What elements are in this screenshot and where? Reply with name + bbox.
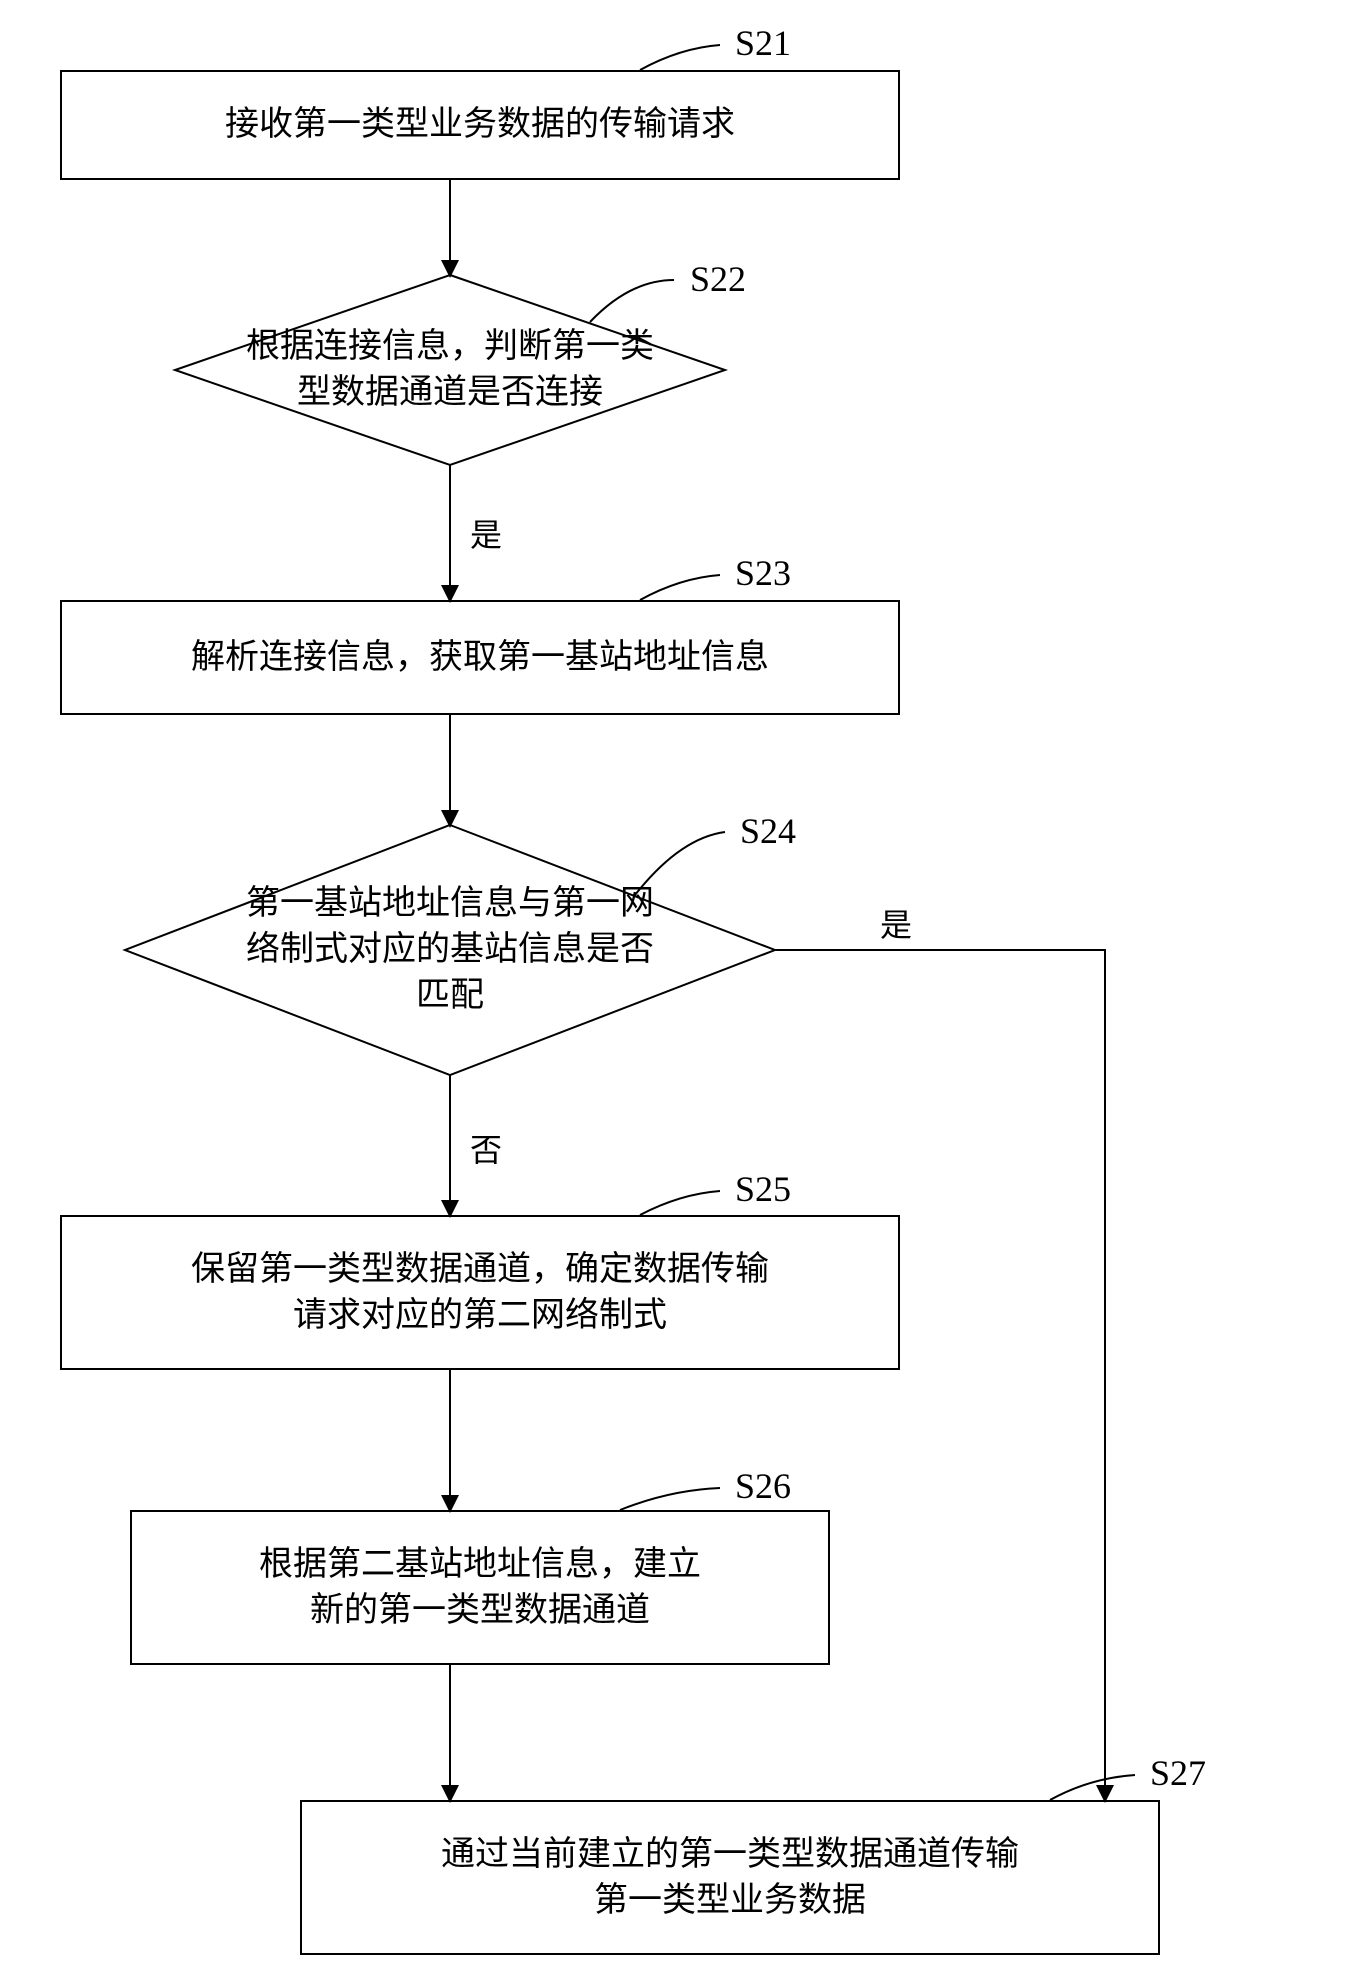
edge-s24-s27-yes [775, 950, 1105, 1800]
node-s26: 根据第二基站地址信息，建立 新的第一类型数据通道 [130, 1510, 830, 1665]
label-s21: S21 [735, 22, 791, 64]
leader-s25 [640, 1191, 720, 1215]
node-text: 解析连接信息，获取第一基站地址信息 [191, 635, 769, 681]
node-text-line1: 通过当前建立的第一类型数据通道传输 [441, 1836, 1019, 1873]
node-text-line1: 保留第一类型数据通道，确定数据传输 [191, 1251, 769, 1288]
leader-s26 [620, 1488, 720, 1510]
node-s23: 解析连接信息，获取第一基站地址信息 [60, 600, 900, 715]
node-text-line1: 根据第二基站地址信息，建立 [259, 1546, 701, 1583]
node-s27: 通过当前建立的第一类型数据通道传输 第一类型业务数据 [300, 1800, 1160, 1955]
flowchart-canvas: 接收第一类型业务数据的传输请求 S21 根据连接信息，判断第一类 型数据通道是否… [0, 0, 1360, 1976]
edge-label-s22-yes: 是 [470, 510, 502, 556]
node-s21: 接收第一类型业务数据的传输请求 [60, 70, 900, 180]
node-text: 接收第一类型业务数据的传输请求 [225, 102, 735, 148]
node-text-line2: 络制式对应的基站信息是否 [246, 931, 654, 968]
node-s22: 根据连接信息，判断第一类 型数据通道是否连接 [175, 275, 725, 465]
edge-label-s24-no: 否 [470, 1125, 502, 1171]
label-s24: S24 [740, 810, 796, 852]
node-text-line3: 匹配 [416, 977, 484, 1014]
label-s27: S27 [1150, 1752, 1206, 1794]
label-s25: S25 [735, 1168, 791, 1210]
label-s23: S23 [735, 552, 791, 594]
leader-s21 [640, 45, 720, 70]
node-text-line2: 型数据通道是否连接 [297, 374, 603, 411]
edge-label-s24-yes: 是 [880, 900, 912, 946]
node-text-line2: 新的第一类型数据通道 [310, 1592, 650, 1629]
node-text-line1: 第一基站地址信息与第一网 [246, 885, 654, 922]
node-s24: 第一基站地址信息与第一网 络制式对应的基站信息是否 匹配 [125, 825, 775, 1075]
node-text-line1: 根据连接信息，判断第一类 [246, 328, 654, 365]
leader-s27 [1050, 1775, 1135, 1800]
node-s25: 保留第一类型数据通道，确定数据传输 请求对应的第二网络制式 [60, 1215, 900, 1370]
node-text-line2: 第一类型业务数据 [594, 1882, 866, 1919]
label-s26: S26 [735, 1465, 791, 1507]
node-text-line2: 请求对应的第二网络制式 [293, 1297, 667, 1334]
leader-s23 [640, 575, 720, 600]
label-s22: S22 [690, 258, 746, 300]
